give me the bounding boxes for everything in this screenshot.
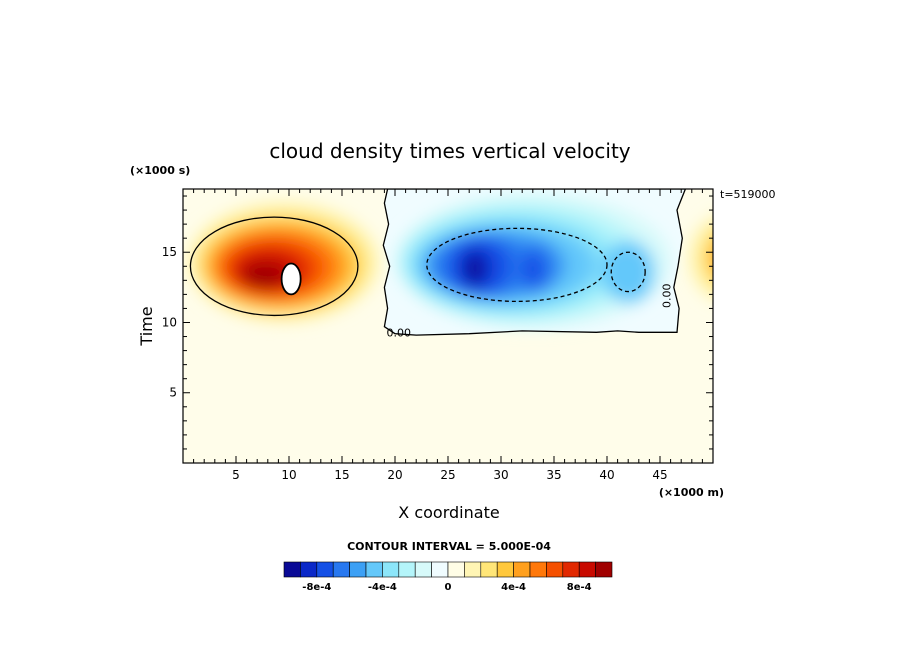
y-axis-label: Time xyxy=(137,306,156,346)
x-unit-label: (×1000 m) xyxy=(659,486,724,499)
negative-levels xyxy=(395,193,671,329)
x-tick-label: 10 xyxy=(281,468,296,482)
colorbar-swatch xyxy=(332,561,350,578)
colorbar-swatch xyxy=(578,561,596,578)
x-tick-label: 20 xyxy=(387,468,402,482)
colorbar-swatch xyxy=(595,561,613,578)
zero-contour-negative xyxy=(382,189,687,336)
x-tick-label: 35 xyxy=(546,468,561,482)
colorbar-swatch xyxy=(480,561,498,578)
contour-positive xyxy=(189,216,359,317)
colorbar: -8e-4 -4e-4 0 4e-4 8e-4 xyxy=(283,561,613,593)
x-tick-label: 15 xyxy=(334,468,349,482)
contour-positive-max xyxy=(280,262,302,296)
positive-region xyxy=(188,201,380,323)
contour-interval-text: CONTOUR INTERVAL = 5.000E-04 xyxy=(347,540,551,553)
contour-lines xyxy=(189,189,687,336)
axis-ticks xyxy=(183,189,713,463)
x-tick-label: 40 xyxy=(599,468,614,482)
negative-level xyxy=(601,240,655,303)
colorbar-swatch xyxy=(414,561,432,578)
colorbar-swatch xyxy=(316,561,334,578)
positive-level xyxy=(714,241,744,275)
colorbar-swatch xyxy=(382,561,400,578)
contour-negative-dashed xyxy=(426,227,608,303)
colorbar-tick-label: -8e-4 xyxy=(302,582,331,593)
colorbar-swatch xyxy=(365,561,383,578)
colorbar-swatch xyxy=(464,561,482,578)
negative-level xyxy=(521,252,545,286)
negative-level xyxy=(466,255,483,284)
contour-negative-dashed xyxy=(610,251,646,293)
colorbar-swatch xyxy=(546,561,564,578)
colorbar-swatch xyxy=(398,561,416,578)
x-tick-label: 45 xyxy=(652,468,667,482)
colorbar-tick-label: 8e-4 xyxy=(567,582,592,593)
contour-field xyxy=(183,189,744,463)
colorbar-swatch xyxy=(300,561,318,578)
y-unit-label: (×1000 s) xyxy=(130,164,190,177)
x-tick-label: 5 xyxy=(232,468,240,482)
colorbar-tick-label: 4e-4 xyxy=(501,582,526,593)
plot-area: 0.00 0.00 5 10 15 20 25 30 35 40 45 5 10 15 xyxy=(162,188,744,482)
above-scale-spot xyxy=(281,263,301,295)
colorbar-swatch xyxy=(447,561,465,578)
positive-edge-region xyxy=(688,216,744,300)
x-tick-label: 30 xyxy=(493,468,508,482)
colorbar-swatch xyxy=(496,561,514,578)
colorbar-swatch xyxy=(513,561,531,578)
time-stamp: t=519000 xyxy=(720,188,776,201)
colorbar-swatch xyxy=(349,561,367,578)
contour-label: 0.00 xyxy=(661,284,674,309)
colorbar-swatch xyxy=(529,561,547,578)
y-tick-label: 10 xyxy=(162,315,177,329)
colorbar-tick-label: -4e-4 xyxy=(368,582,397,593)
colorbar-swatch xyxy=(431,561,449,578)
contour-label: 0.00 xyxy=(387,326,412,339)
positive-level xyxy=(242,263,285,289)
colorbar-tick-label: 0 xyxy=(445,582,452,593)
chart-title: cloud density times vertical velocity xyxy=(269,139,630,163)
colorbar-swatch xyxy=(283,561,301,578)
positive-level xyxy=(699,228,713,288)
colorbar-swatch xyxy=(562,561,580,578)
x-axis-label: X coordinate xyxy=(398,503,499,522)
y-tick-label: 15 xyxy=(162,245,177,259)
x-tick-label: 25 xyxy=(440,468,455,482)
negative-region xyxy=(383,189,686,336)
y-tick-label: 5 xyxy=(169,386,177,400)
